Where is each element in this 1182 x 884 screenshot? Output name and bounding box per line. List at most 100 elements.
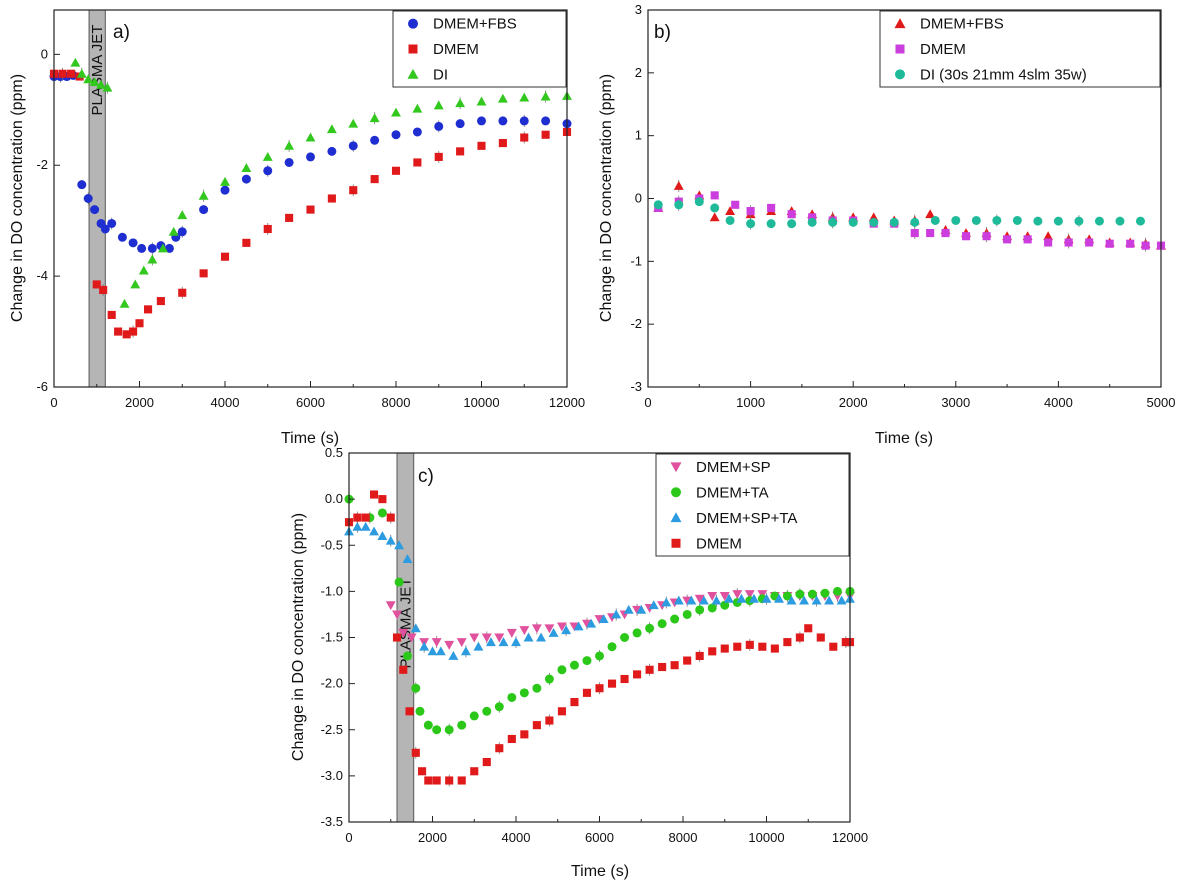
data-point — [620, 674, 629, 684]
data-point — [352, 521, 363, 531]
data-point — [413, 158, 422, 167]
data-point — [385, 601, 396, 611]
data-point — [402, 651, 412, 661]
data-point — [498, 637, 509, 647]
data-point — [83, 74, 94, 84]
x-axis-label: Time (s) — [571, 863, 629, 880]
data-point — [306, 152, 315, 162]
data-point — [962, 232, 971, 241]
y-tick-label: 0 — [41, 46, 48, 61]
legend-entry: DMEM+FBS — [920, 16, 1004, 33]
data-point — [633, 670, 642, 679]
data-point — [795, 589, 805, 599]
data-point — [670, 661, 679, 670]
x-tick-label: 6000 — [296, 395, 325, 410]
data-point — [836, 595, 847, 605]
data-point — [719, 592, 730, 601]
data-point — [808, 213, 817, 222]
data-point — [889, 217, 899, 227]
data-point — [469, 633, 480, 643]
data-point — [725, 206, 736, 216]
data-point — [482, 706, 492, 716]
y-tick-label: -2 — [630, 316, 642, 331]
data-point — [1074, 216, 1084, 226]
data-point — [951, 215, 961, 225]
data-point — [348, 141, 358, 151]
data-point — [733, 642, 742, 651]
data-point — [263, 224, 272, 234]
data-point — [406, 633, 417, 643]
data-point — [623, 604, 634, 614]
data-point — [807, 589, 817, 599]
data-point — [532, 683, 542, 693]
data-point — [816, 633, 825, 642]
data-point — [767, 203, 776, 212]
data-point — [411, 748, 420, 757]
y-tick-label: -3.0 — [321, 768, 343, 783]
data-point — [869, 217, 879, 227]
legend-marker — [408, 44, 418, 54]
series-di-30s-21mm-4slm-35w- — [653, 197, 1145, 230]
data-point — [657, 619, 667, 629]
panel-letter: a) — [113, 22, 130, 43]
data-point — [732, 590, 743, 600]
data-point — [770, 644, 779, 653]
data-point — [548, 627, 559, 637]
data-point — [360, 521, 371, 531]
data-point — [910, 217, 920, 227]
data-point — [582, 688, 592, 697]
data-point — [498, 139, 507, 148]
data-point — [386, 513, 395, 522]
y-tick-label: -3.5 — [321, 814, 343, 829]
legend: DMEM+FBS DMEM DI (30s 21mm 4slm 35w) — [879, 10, 1161, 88]
data-point — [198, 190, 209, 200]
data-point — [370, 490, 379, 499]
data-point — [674, 200, 684, 210]
data-point — [520, 730, 529, 739]
legend-marker — [670, 462, 682, 473]
data-point — [455, 98, 466, 108]
data-point — [473, 641, 484, 651]
data-point — [595, 651, 604, 661]
data-point — [423, 720, 433, 730]
data-point — [1105, 239, 1114, 248]
data-point — [982, 232, 991, 241]
data-point — [444, 725, 454, 735]
data-point — [761, 593, 772, 603]
data-point — [70, 57, 81, 67]
data-point — [520, 133, 529, 142]
data-point — [90, 205, 100, 215]
y-tick-label: 0.0 — [325, 491, 343, 506]
data-point — [519, 688, 529, 698]
legend-entry: DMEM+TA — [696, 484, 769, 501]
data-point — [83, 194, 93, 203]
data-point — [573, 621, 584, 631]
data-point — [434, 152, 443, 161]
data-point — [67, 69, 76, 78]
data-point — [710, 191, 719, 200]
data-point — [828, 217, 838, 227]
data-point — [795, 633, 804, 642]
data-point — [434, 121, 444, 131]
data-point — [220, 252, 230, 261]
data-point — [102, 82, 113, 92]
data-point — [992, 215, 1002, 225]
panel-letter: c) — [418, 466, 434, 487]
data-point — [353, 513, 362, 522]
y-tick-label: 1 — [635, 128, 642, 143]
y-tick-label: -3 — [630, 379, 642, 394]
legend-entry: DMEM+FBS — [433, 16, 517, 33]
data-point — [377, 531, 388, 540]
data-point — [1033, 216, 1043, 226]
data-point — [541, 116, 551, 126]
data-point — [926, 229, 935, 238]
data-point — [1012, 215, 1022, 225]
data-point — [1094, 216, 1104, 226]
data-point — [424, 776, 433, 785]
data-point — [135, 319, 144, 328]
data-point — [507, 692, 517, 702]
data-point — [199, 269, 208, 278]
data-point — [178, 288, 187, 297]
data-point — [557, 665, 567, 675]
data-point — [147, 254, 158, 264]
